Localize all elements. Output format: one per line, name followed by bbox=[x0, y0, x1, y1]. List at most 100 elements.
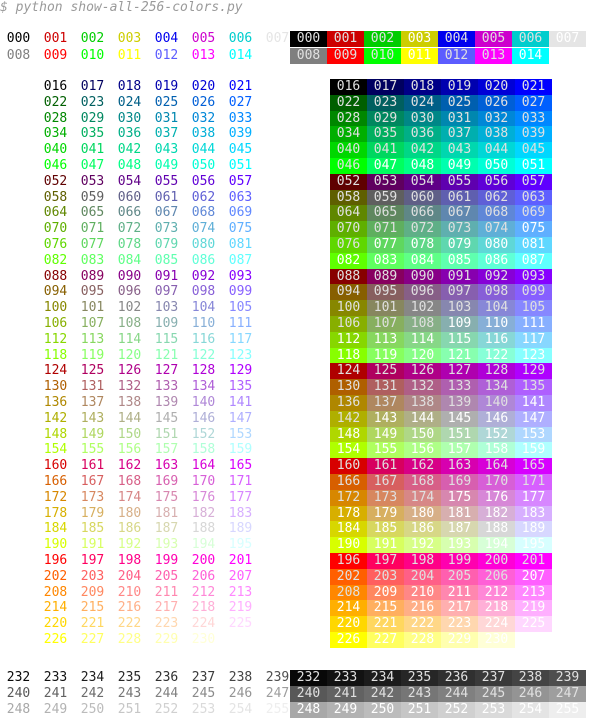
color-code-244: 244 bbox=[154, 686, 179, 701]
color-swatch-115: 115 bbox=[441, 331, 478, 348]
color-swatch-145: 145 bbox=[441, 410, 478, 427]
color-swatch-140: 140 bbox=[478, 395, 515, 411]
color-code-002: 002 bbox=[80, 31, 105, 46]
color-code-254: 254 bbox=[228, 702, 253, 717]
color-swatch-024: 024 bbox=[404, 94, 441, 111]
color-code-128: 128 bbox=[191, 363, 216, 379]
color-swatch-069: 069 bbox=[515, 205, 552, 222]
color-code-242: 242 bbox=[80, 686, 105, 701]
color-code-137: 137 bbox=[80, 395, 105, 410]
color-code-035: 035 bbox=[80, 126, 105, 142]
color-swatch-013: 013 bbox=[475, 48, 512, 64]
color-swatch-131: 131 bbox=[367, 379, 404, 396]
color-code-225: 225 bbox=[228, 616, 253, 632]
color-swatch-003: 003 bbox=[401, 31, 438, 47]
color-swatch-221: 221 bbox=[367, 616, 404, 633]
color-code-029: 029 bbox=[80, 110, 105, 126]
color-swatch-052: 052 bbox=[330, 173, 367, 190]
color-code-017: 017 bbox=[80, 79, 105, 94]
color-code-126: 126 bbox=[117, 363, 142, 379]
color-code-232: 232 bbox=[6, 670, 31, 685]
color-swatch-112: 112 bbox=[330, 331, 367, 348]
color-code-196: 196 bbox=[43, 553, 68, 568]
color-code-001: 001 bbox=[43, 31, 68, 46]
color-code-134: 134 bbox=[191, 379, 216, 395]
color-code-164: 164 bbox=[191, 458, 216, 474]
color-code-056: 056 bbox=[191, 173, 216, 189]
color-code-070: 070 bbox=[43, 221, 68, 237]
color-swatch-228: 228 bbox=[404, 632, 441, 648]
color-swatch-007: 007 bbox=[549, 31, 586, 47]
color-swatch-162: 162 bbox=[404, 458, 441, 475]
color-swatch-180: 180 bbox=[404, 505, 441, 522]
color-code-078: 078 bbox=[117, 237, 142, 252]
color-code-021: 021 bbox=[228, 79, 253, 94]
color-code-045: 045 bbox=[228, 142, 253, 158]
color-code-024: 024 bbox=[117, 94, 142, 110]
color-code-214: 214 bbox=[43, 600, 68, 616]
color-code-167: 167 bbox=[80, 474, 105, 489]
color-swatch-144: 144 bbox=[404, 410, 441, 427]
color-code-000: 000 bbox=[6, 31, 31, 46]
color-code-104: 104 bbox=[191, 300, 216, 316]
color-code-144: 144 bbox=[117, 410, 142, 426]
color-swatch-121: 121 bbox=[441, 347, 478, 364]
color-code-107: 107 bbox=[80, 316, 105, 331]
color-code-022: 022 bbox=[43, 94, 68, 110]
color-swatch-005: 005 bbox=[475, 31, 512, 47]
color-code-052: 052 bbox=[43, 173, 68, 189]
color-code-209: 209 bbox=[80, 584, 105, 600]
color-code-227: 227 bbox=[80, 632, 105, 647]
color-swatch-074: 074 bbox=[478, 221, 515, 238]
color-code-080: 080 bbox=[191, 237, 216, 252]
color-code-226: 226 bbox=[43, 632, 68, 647]
color-code-143: 143 bbox=[80, 410, 105, 426]
color-code-253: 253 bbox=[191, 702, 216, 717]
color-code-061: 061 bbox=[154, 189, 179, 205]
color-swatch-149: 149 bbox=[367, 426, 404, 443]
color-code-096: 096 bbox=[117, 284, 142, 300]
color-swatch-070: 070 bbox=[330, 221, 367, 238]
color-code-083: 083 bbox=[80, 252, 105, 268]
color-swatch-026: 026 bbox=[478, 94, 515, 111]
color-code-075: 075 bbox=[228, 221, 253, 237]
color-swatch-151: 151 bbox=[441, 426, 478, 443]
color-swatch-239: 239 bbox=[549, 670, 586, 686]
color-swatch-119: 119 bbox=[367, 347, 404, 364]
color-code-097: 097 bbox=[154, 284, 179, 300]
color-code-004: 004 bbox=[154, 31, 179, 46]
color-code-147: 147 bbox=[228, 410, 253, 426]
color-swatch-171: 171 bbox=[515, 474, 552, 490]
color-code-010: 010 bbox=[80, 48, 105, 63]
color-swatch-008: 008 bbox=[290, 48, 327, 64]
color-code-215: 215 bbox=[80, 600, 105, 616]
color-swatch-096: 096 bbox=[404, 284, 441, 301]
color-code-237: 237 bbox=[191, 670, 216, 685]
color-swatch-158: 158 bbox=[478, 442, 515, 459]
color-code-168: 168 bbox=[117, 474, 142, 489]
color-code-103: 103 bbox=[154, 300, 179, 316]
color-swatch-194: 194 bbox=[478, 537, 515, 554]
color-code-109: 109 bbox=[154, 316, 179, 331]
color-swatch-001: 001 bbox=[327, 31, 364, 47]
color-code-130: 130 bbox=[43, 379, 68, 395]
color-code-019: 019 bbox=[154, 79, 179, 94]
color-code-011: 011 bbox=[117, 48, 142, 63]
color-swatch-082: 082 bbox=[330, 252, 367, 269]
color-code-240: 240 bbox=[6, 686, 31, 701]
color-swatch-168: 168 bbox=[404, 474, 441, 490]
color-code-207: 207 bbox=[228, 568, 253, 584]
color-swatch-032: 032 bbox=[478, 110, 515, 127]
color-code-108: 108 bbox=[117, 316, 142, 331]
color-code-158: 158 bbox=[191, 442, 216, 458]
color-code-176: 176 bbox=[191, 489, 216, 505]
color-code-180: 180 bbox=[117, 505, 142, 521]
color-swatch-081: 081 bbox=[515, 237, 552, 253]
color-swatch-202: 202 bbox=[330, 568, 367, 585]
color-swatch-061: 061 bbox=[441, 189, 478, 206]
color-code-175: 175 bbox=[154, 489, 179, 505]
color-swatch-019: 019 bbox=[441, 79, 478, 95]
color-code-223: 223 bbox=[154, 616, 179, 632]
color-code-222: 222 bbox=[117, 616, 142, 632]
color-swatch-167: 167 bbox=[367, 474, 404, 490]
